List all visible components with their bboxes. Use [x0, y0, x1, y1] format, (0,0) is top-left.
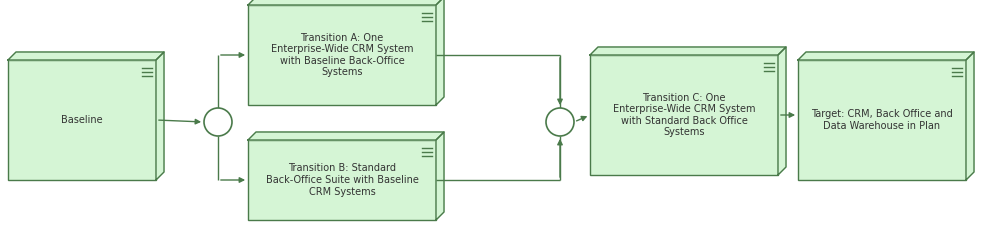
Bar	[798, 60, 966, 180]
Circle shape	[546, 108, 574, 136]
Polygon shape	[8, 52, 164, 60]
Circle shape	[204, 108, 232, 136]
Bar	[248, 140, 436, 220]
Text: Transition B: Standard
Back-Office Suite with Baseline
CRM Systems: Transition B: Standard Back-Office Suite…	[266, 163, 418, 197]
Bar	[590, 55, 778, 175]
Text: Baseline: Baseline	[61, 115, 102, 125]
Bar	[8, 60, 156, 180]
Polygon shape	[798, 52, 974, 60]
Polygon shape	[156, 52, 164, 180]
Polygon shape	[436, 0, 444, 105]
Polygon shape	[436, 132, 444, 220]
Text: Transition A: One
Enterprise-Wide CRM System
with Baseline Back-Office
Systems: Transition A: One Enterprise-Wide CRM Sy…	[271, 33, 413, 78]
Polygon shape	[590, 47, 786, 55]
Polygon shape	[966, 52, 974, 180]
Polygon shape	[248, 132, 444, 140]
Text: Transition C: One
Enterprise-Wide CRM System
with Standard Back Office
Systems: Transition C: One Enterprise-Wide CRM Sy…	[613, 93, 756, 137]
Bar	[248, 5, 436, 105]
Polygon shape	[778, 47, 786, 175]
Text: Target: CRM, Back Office and
Data Warehouse in Plan: Target: CRM, Back Office and Data Wareho…	[811, 109, 953, 131]
Polygon shape	[248, 0, 444, 5]
